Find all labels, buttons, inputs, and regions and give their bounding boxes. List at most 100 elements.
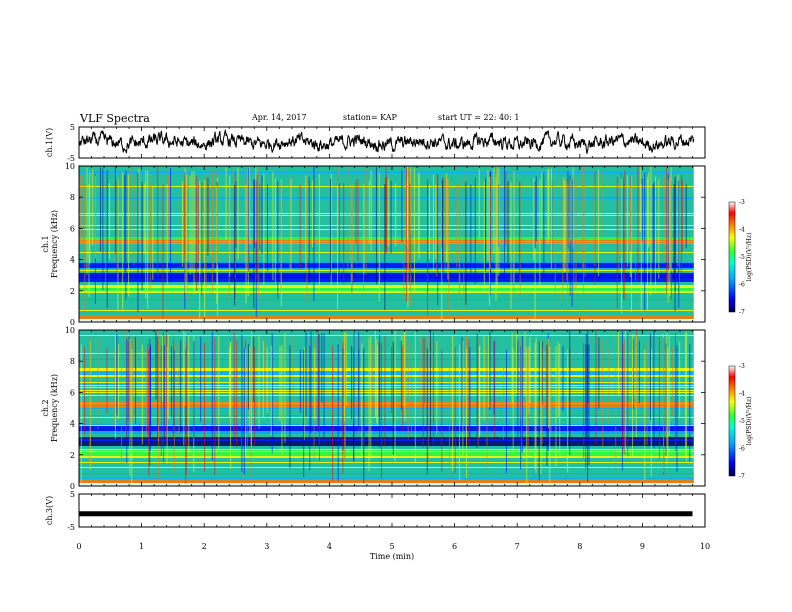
ch1-spectrogram-band: [79, 274, 694, 275]
ch2-spectrogram-streak: [483, 335, 485, 421]
ch1-spectrogram-streak: [533, 177, 535, 261]
ch2-spectrogram-streak: [441, 349, 443, 472]
ch2-spectrogram-streak: [126, 338, 128, 463]
ch2-spectrogram-streak: [129, 339, 131, 476]
ch1-spectrogram-streak: [274, 177, 276, 284]
ch1-spectrogram-streak: [94, 175, 96, 259]
ch1-spectrogram-band: [79, 264, 694, 265]
ch1-spectrogram-streak: [370, 170, 372, 251]
ch2-spectrogram-streak: [439, 330, 441, 416]
ch1-spectrogram-streak: [513, 171, 515, 284]
ch1-spectrogram-band: [79, 291, 694, 292]
ch2-spectrogram-colorbar-tick: -4: [739, 391, 745, 398]
ch2-spectrogram-band: [79, 353, 694, 354]
ch2-spectrogram-streak: [569, 330, 571, 455]
ch1-spectrogram-streak: [204, 180, 206, 317]
ch1-spectrogram-streak: [184, 183, 186, 255]
ch3-waveform-ytick-label: 5: [70, 490, 75, 499]
ch2-spectrogram-streak: [512, 348, 514, 454]
ch2-spectrogram-streak: [228, 347, 230, 417]
ch2-spectrogram-streak: [479, 345, 481, 436]
ch2-spectrogram-streak: [358, 331, 360, 431]
ch2-spectrogram-streak: [376, 338, 378, 424]
ch2-spectrogram-band: [79, 484, 694, 485]
ch2-spectrogram-streak: [236, 341, 238, 448]
ch1-spectrogram-streak: [441, 179, 443, 248]
ch2-spectrogram-streak: [658, 337, 660, 460]
ch1-spectrogram-streak: [670, 167, 672, 272]
ch2-spectrogram-band: [79, 478, 694, 479]
ch1-spectrogram-streak: [503, 168, 505, 281]
ch2-spectrogram-streak: [185, 349, 187, 484]
ch1-spectrogram-streak: [237, 168, 239, 260]
ch2-spectrogram-band: [79, 438, 694, 439]
ch2-spectrogram-streak: [131, 349, 133, 489]
ch1-spectrogram-streak: [92, 169, 94, 246]
ch1-spectrogram-streak: [442, 177, 444, 273]
ch2-spectrogram-band: [79, 402, 694, 403]
ch1-spectrogram-streak: [543, 173, 545, 274]
ch2-spectrogram-band: [79, 454, 694, 455]
ch2-spectrogram-streak: [150, 344, 152, 437]
ch2-spectrogram-streak: [343, 349, 345, 426]
ch1-spectrogram-streak: [650, 166, 652, 296]
ch1-spectrogram-streak: [458, 185, 460, 311]
ch1-spectrogram-streak: [489, 176, 491, 271]
ch1-spectrogram-streak: [106, 170, 108, 309]
ch1-spectrogram-streak: [407, 177, 409, 309]
ch1-spectrogram-colorbar-tick: -6: [739, 282, 745, 289]
ch1-spectrogram-ytick-label: 8: [70, 193, 75, 202]
ch1-spectrogram-streak: [152, 185, 154, 280]
ch1-spectrogram-streak: [459, 180, 461, 295]
ch2-spectrogram-streak: [448, 346, 450, 480]
ch2-spectrogram-band: [79, 370, 694, 371]
ch1-spectrogram-band: [79, 280, 694, 281]
ch2-spectrogram-streak: [279, 346, 281, 421]
ch1-spectrogram-band: [79, 265, 694, 266]
ch1-spectrogram-streak: [130, 167, 132, 241]
ch1-spectrogram-band: [79, 289, 694, 290]
ch2-spectrogram-streak: [650, 349, 652, 477]
ch1-spectrogram-streak: [673, 183, 675, 281]
ch2-spectrogram-streak: [185, 342, 187, 475]
station-label: station= KAP: [343, 113, 397, 122]
ch1-spectrogram-streak: [635, 166, 637, 282]
ch2-spectrogram-streak: [624, 330, 626, 451]
ch1-spectrogram-streak: [355, 179, 357, 244]
ch2-spectrogram-band: [79, 437, 694, 438]
ch1-spectrogram-streak: [114, 166, 116, 254]
ch2-spectrogram-streak: [250, 347, 252, 478]
ch2-spectrogram-streak: [602, 339, 604, 448]
ch1-spectrogram-streak: [575, 178, 577, 290]
ch1-spectrogram-band: [79, 290, 694, 291]
ch2-spectrogram-band: [79, 481, 694, 482]
ch1-spectrogram-band: [79, 275, 694, 276]
ch2-spectrogram-streak: [244, 349, 246, 458]
ch2-spectrogram-streak: [130, 334, 132, 424]
ch1-spectrogram-streak: [621, 177, 623, 314]
ch2-spectrogram-streak: [289, 345, 291, 469]
x-tick-label: 1: [139, 542, 144, 551]
ch2-spectrogram-streak: [251, 336, 253, 402]
ch2-spectrogram-streak: [247, 343, 249, 410]
ch2-spectrogram-streak: [511, 332, 513, 404]
ch1-spectrogram-streak: [149, 184, 151, 293]
ch1-spectrogram-ytick-label: 4: [70, 256, 75, 265]
ch1-spectrogram-streak: [255, 180, 257, 318]
ch2-spectrogram-streak: [461, 337, 463, 432]
x-tick-label: 0: [76, 542, 81, 551]
ch1-spectrogram-streak: [564, 180, 566, 272]
ch1-spectrogram-streak: [363, 184, 365, 275]
ch2-spectrogram-band: [79, 483, 694, 484]
ch2-spectrogram-streak: [148, 349, 150, 476]
ch1-spectrogram-streak: [261, 175, 263, 254]
ch1-spectrogram-ytick-label: 0: [70, 318, 75, 327]
ch1-spectrogram-ylabel-channel: ch.1: [41, 235, 50, 252]
ch2-spectrogram-colorbar-tick: -7: [739, 473, 745, 480]
ch1-spectrogram-band: [79, 288, 694, 289]
ch2-spectrogram-streak: [262, 340, 264, 418]
ch2-spectrogram-band: [79, 369, 694, 370]
ch2-spectrogram-streak: [384, 336, 386, 447]
ch1-spectrogram-streak: [213, 184, 215, 272]
